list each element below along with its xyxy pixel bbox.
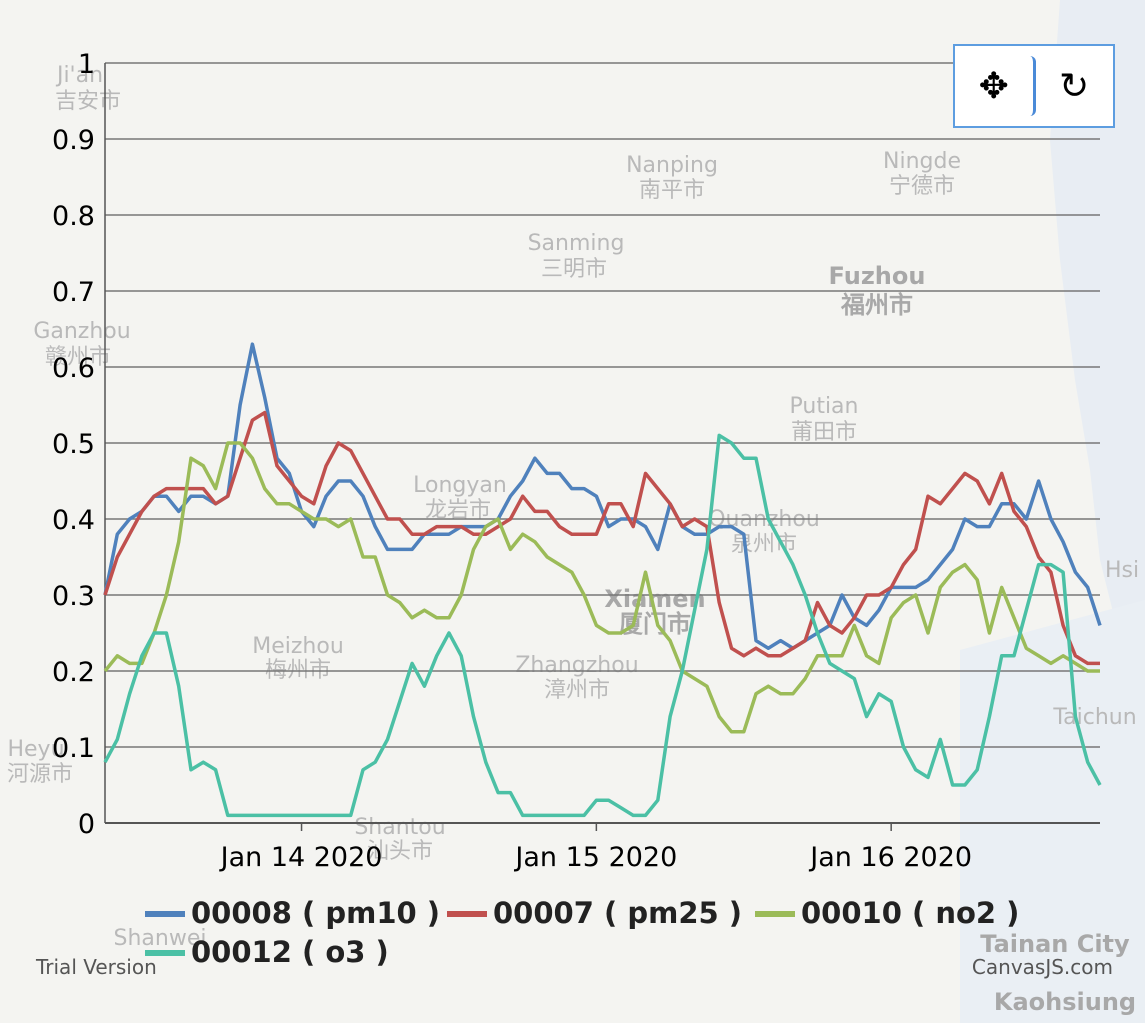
legend-entry[interactable]: 00012 ( o3 ) <box>191 935 389 969</box>
sea-region-south <box>960 600 1145 1023</box>
map-label: 三明市 <box>541 257 607 282</box>
series-line[interactable] <box>103 441 1100 734</box>
map-label: Tainan City <box>980 930 1130 958</box>
legend-entry[interactable]: 00007 ( pm25 ) <box>493 896 742 930</box>
y-tick-label: 0.1 <box>52 733 95 764</box>
reset-button[interactable]: ↻ <box>1036 46 1114 126</box>
gridlines <box>104 62 1100 824</box>
map-label: 吉安市 <box>55 89 121 114</box>
trial-version-label: Trial Version <box>35 955 157 979</box>
map-label: 河源市 <box>7 762 73 787</box>
map-label: Ganzhou <box>33 319 130 344</box>
move-arrows-icon: ✥ <box>978 65 1009 107</box>
x-axis-ticks: Jan 14 2020 Jan 15 2020 Jan 16 2020 <box>219 823 972 873</box>
sea-region <box>1050 0 1145 700</box>
y-tick-label: 0.3 <box>52 581 95 612</box>
x-tick-label: Jan 16 2020 <box>808 842 972 873</box>
x-tick-label: Jan 14 2020 <box>219 842 383 873</box>
legend-entry[interactable]: 00010 ( no2 ) <box>801 896 1019 930</box>
map-label: 福州市 <box>840 291 913 319</box>
y-tick-label: 0.8 <box>52 201 95 232</box>
y-tick-label: 0.5 <box>52 429 95 460</box>
y-tick-label: 1 <box>78 49 95 80</box>
map-label: 莆田市 <box>791 420 857 445</box>
y-tick-label: 0.4 <box>52 505 95 536</box>
map-label: 宁德市 <box>889 174 955 199</box>
chart-toolbar: ✥ ↻ <box>953 44 1115 128</box>
series-line[interactable] <box>103 410 1100 666</box>
series-line[interactable] <box>103 342 1102 650</box>
canvasjs-credit-link[interactable]: CanvasJS.com <box>972 955 1113 979</box>
legend-entry[interactable]: 00008 ( pm10 ) <box>191 896 440 930</box>
y-tick-label: 0.6 <box>52 353 95 384</box>
map-label: Heyu <box>7 737 64 762</box>
legend: 00008 ( pm10 ) 00007 ( pm25 ) 00010 ( no2 … <box>145 896 1019 969</box>
map-label: Ji'an <box>55 63 103 88</box>
series-line[interactable] <box>103 433 1102 818</box>
map-label: Longyan <box>413 473 507 498</box>
map-label: Fuzhou <box>829 262 926 290</box>
map-label: Putian <box>790 394 859 419</box>
map-label: Kaohsiung <box>994 988 1136 1016</box>
map-label: 南平市 <box>639 178 705 203</box>
map-label: Ningde <box>883 149 961 174</box>
map-label: Taichun <box>1052 705 1136 730</box>
map-label: Shanwei <box>114 926 207 951</box>
series-lines <box>103 342 1102 818</box>
reset-rotate-icon: ↻ <box>1059 65 1090 107</box>
x-tick-label: Jan 15 2020 <box>513 842 677 873</box>
map-label: 汕头市 <box>367 839 433 864</box>
map-label: Nanping <box>626 153 718 178</box>
map-label: 赣州市 <box>45 345 111 370</box>
map-label: Shantou <box>354 815 445 840</box>
map-label: 漳州市 <box>544 678 610 703</box>
map-label: Hsi <box>1105 558 1139 583</box>
map-label: Meizhou <box>252 634 344 659</box>
pan-button[interactable]: ✥ <box>955 56 1036 116</box>
y-tick-label: 0.7 <box>52 277 95 308</box>
map-label: Sanming <box>528 231 625 256</box>
y-axis-ticks: 0 0.1 0.2 0.3 0.4 0.5 0.6 0.7 0.8 0.9 1 <box>52 49 95 840</box>
y-tick-label: 0 <box>78 809 95 840</box>
y-tick-label: 0.9 <box>52 125 95 156</box>
map-label: Zhangzhou <box>515 653 638 678</box>
y-tick-label: 0.2 <box>52 657 95 688</box>
